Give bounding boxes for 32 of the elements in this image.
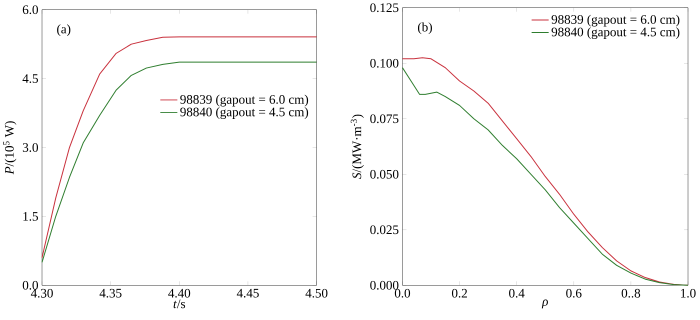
annotation: (a) [57,24,70,36]
y-tick-label: 0.000 [370,280,398,290]
y-tick-label: 0.125 [370,3,398,12]
y-tick-label: 4.5 [22,74,38,83]
x-tick-label: 0.6 [566,288,582,298]
y-tick-label: 3.0 [22,142,38,152]
legend-label: 98839 (gapout = 6.0 cm) [552,14,680,26]
annotation: (b) [418,22,432,34]
x-tick-label: 4.45 [236,288,259,298]
x-tick-label: 0.2 [452,288,467,298]
y-tick-label: 1.5 [23,212,38,221]
y-tick-label: 0.025 [370,225,398,234]
x-tick-label: 4.50 [305,288,328,298]
x-tick-label: 0.0 [394,288,410,298]
y-tick-label: 0.075 [370,114,398,124]
y-tick-label: 0.050 [370,170,398,179]
y-tick-label: 6.0 [22,5,38,14]
y-tick-label: 0.0 [22,280,38,290]
y-tick-label: 0.100 [370,58,398,68]
x-axis-title: t/s [174,299,186,308]
legend-label: 98839 (gapout = 6.0 cm) [180,94,308,106]
x-tick-label: 1.0 [681,288,696,298]
x-tick-label: 0.4 [509,288,525,298]
y-axis-title: P/(10$^{5}$ W) [3,121,16,174]
legend-label: 98840 (gapout = 4.5 cm) [180,107,308,119]
x-tick-label: 0..8 [622,288,640,298]
legend-label: 98840 (gapout = 4.5 cm) [552,27,680,39]
x-tick-label: 4.30 [30,288,53,298]
x-tick-label: 4.35 [100,288,122,298]
y-axis-title: S/(MW·m$^{-3}$) [350,114,364,179]
x-tick-label: 4.40 [168,288,190,298]
x-axis-title: ρ [542,299,548,308]
